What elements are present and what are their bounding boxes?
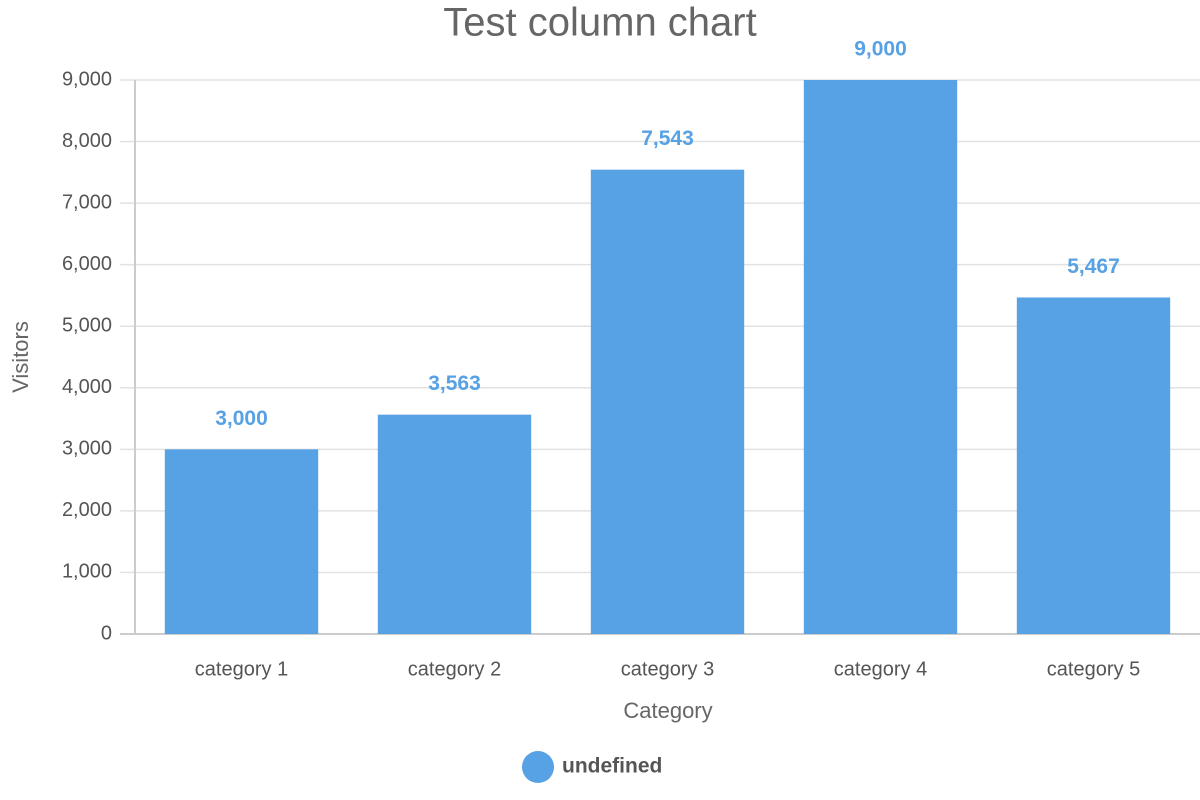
y-tick-label: 8,000 <box>62 130 112 152</box>
data-label: 3,000 <box>215 407 268 430</box>
x-tick-label: category 4 <box>834 658 927 680</box>
bar <box>164 449 319 634</box>
data-label: 7,543 <box>641 127 694 150</box>
y-tick-label: 9,000 <box>62 68 112 90</box>
bar <box>377 414 532 634</box>
y-tick-label: 5,000 <box>62 315 112 337</box>
y-tick-label: 1,000 <box>62 561 112 583</box>
x-tick-label: category 3 <box>621 658 714 680</box>
chart-title: Test column chart <box>443 1 756 45</box>
data-label: 3,563 <box>428 372 481 395</box>
bar <box>803 80 958 634</box>
data-label: 9,000 <box>854 38 907 61</box>
y-tick-label: 7,000 <box>62 191 112 213</box>
y-tick-label: 4,000 <box>62 376 112 398</box>
y-tick-label: 6,000 <box>62 253 112 275</box>
y-tick-label: 2,000 <box>62 499 112 521</box>
x-tick-label: category 1 <box>195 658 288 680</box>
legend-label: undefined <box>562 755 662 778</box>
y-tick-label: 3,000 <box>62 438 112 460</box>
x-axis-title: Category <box>623 698 712 723</box>
data-label: 5,467 <box>1067 255 1120 278</box>
x-tick-label: category 2 <box>408 658 501 680</box>
x-tick-label: category 5 <box>1047 658 1140 680</box>
y-axis-title: Visitors <box>8 321 33 393</box>
bar <box>590 169 745 634</box>
bar <box>1016 297 1171 634</box>
legend-marker <box>522 751 554 783</box>
y-tick-label: 0 <box>101 622 112 644</box>
